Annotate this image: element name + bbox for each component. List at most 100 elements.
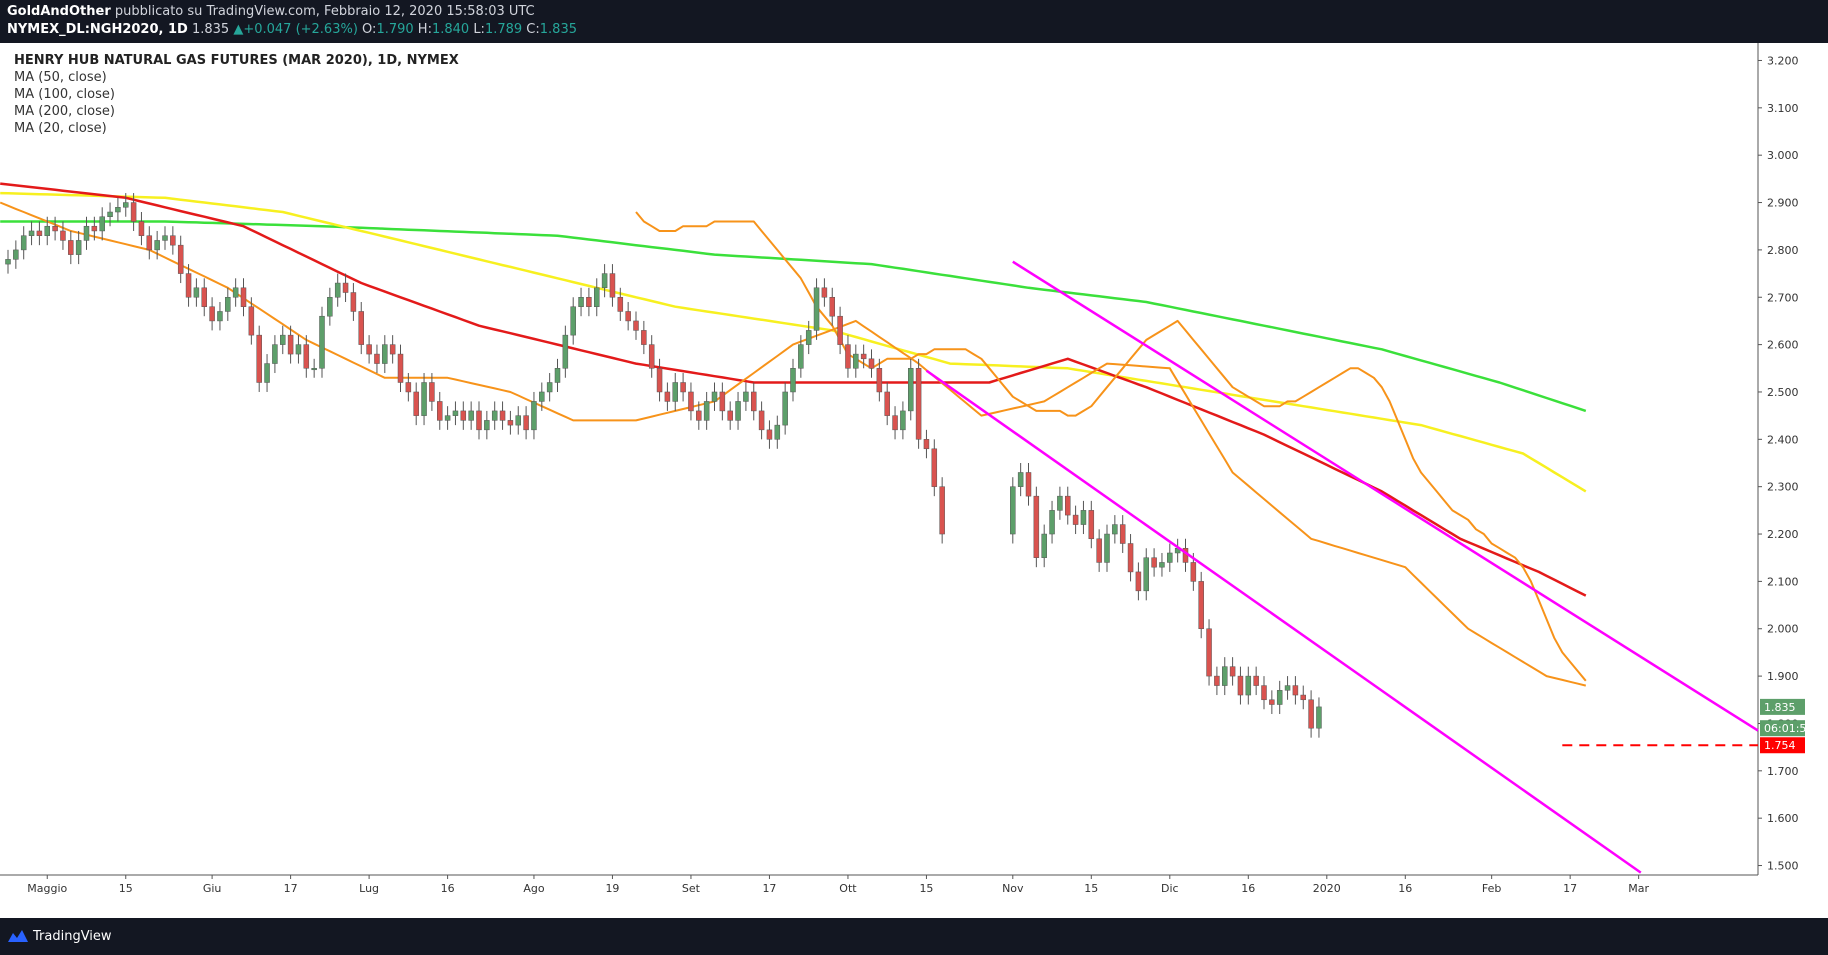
candle-body [334, 282, 341, 298]
candle-body [115, 207, 121, 213]
candle-body [444, 415, 451, 421]
time-tick-label: 16 [1398, 882, 1412, 895]
candle-body [1112, 524, 1118, 535]
candle-body [232, 287, 239, 298]
candle-body [1119, 524, 1126, 544]
candle-body [256, 334, 262, 383]
candle-body [1276, 690, 1283, 705]
high-value: 1.840 [431, 22, 470, 37]
candle-body [531, 401, 537, 431]
legend-item-ma20[interactable]: MA (20, close) [14, 121, 107, 136]
time-tick-label: Set [682, 882, 701, 895]
candle-body [766, 429, 773, 440]
candle-body [452, 410, 459, 416]
candle-body [782, 391, 788, 426]
candle-body [578, 297, 584, 307]
price-tick-label: 2.400 [1767, 433, 1799, 446]
ohlc-line: NYMEX_DL:NGH2020, 1D 1.835 ▲+0.047 (+2.6… [7, 22, 577, 37]
candle-body [1072, 514, 1079, 525]
candle-body [837, 315, 843, 345]
candle-body [735, 401, 741, 421]
price-tick-label: 2.300 [1767, 481, 1799, 494]
candle-body [405, 382, 412, 393]
candle-body [546, 382, 553, 393]
candle-body [13, 249, 19, 260]
candle-body [468, 410, 474, 421]
candle-body [664, 391, 671, 402]
chart-legend: HENRY HUB NATURAL GAS FUTURES (MAR 2020)… [14, 52, 459, 137]
candle-body [170, 235, 176, 246]
candle-body [209, 306, 215, 322]
candle-body [193, 287, 200, 298]
candle-body [162, 235, 168, 241]
candle-body [99, 216, 105, 232]
candle-body [845, 344, 851, 369]
author-name[interactable]: GoldAndOther [7, 4, 111, 19]
candle-body [1269, 699, 1275, 705]
candle-body [287, 334, 294, 355]
candle-body [641, 330, 647, 345]
candle-body [539, 391, 545, 402]
candle-body [460, 410, 467, 421]
candle-body [601, 273, 608, 289]
time-tick-label: 15 [1084, 882, 1098, 895]
candle-body [60, 230, 66, 241]
tradingview-logo-icon[interactable] [7, 928, 29, 944]
price-tick-label: 3.000 [1767, 149, 1799, 162]
time-tick-label: Lug [359, 882, 379, 895]
symbol-label: NYMEX_DL:NGH2020, 1D [7, 22, 188, 37]
candle-body [1025, 472, 1032, 497]
candle-body [743, 391, 749, 402]
price-tick-label: 3.200 [1767, 54, 1799, 67]
candle-body [83, 225, 90, 241]
candle-body [1017, 472, 1024, 487]
close-label: C: [526, 22, 540, 37]
candle-body [790, 368, 796, 393]
candle-body [1253, 675, 1259, 686]
legend-item-ma50[interactable]: MA (50, close) [14, 70, 107, 85]
candle-body [303, 344, 310, 369]
legend-item-ma100[interactable]: MA (100, close) [14, 87, 115, 102]
candle-body [146, 235, 153, 251]
tradingview-brand[interactable]: TradingView [33, 929, 112, 944]
price-tick-label: 1.700 [1767, 765, 1799, 778]
candle-body [280, 334, 286, 345]
candle-body [884, 391, 890, 416]
price-tick-label: 2.700 [1767, 291, 1799, 304]
published-text: pubblicato su TradingView.com, Febbraio … [114, 4, 535, 19]
time-tick-label: 15 [119, 882, 133, 895]
candle-body [28, 230, 35, 236]
candle-body [805, 330, 812, 345]
price-label-last: 1.835 [1764, 701, 1796, 714]
ma20-line-tail [635, 211, 1587, 682]
price-label-low: 1.754 [1764, 739, 1796, 752]
price-chart[interactable]: 3.200 3.100 3.000 2.900 2.800 2.700 2.600 2.500… [0, 43, 1828, 918]
candle-body [185, 273, 192, 298]
candle-body [672, 382, 678, 402]
candle-body [350, 292, 357, 312]
candle-body [413, 391, 419, 416]
price-tick-label: 1.900 [1767, 670, 1799, 683]
candle-body [696, 410, 702, 421]
candle-body [36, 230, 43, 236]
candle-body [1127, 543, 1134, 573]
legend-item-ma200[interactable]: MA (200, close) [14, 104, 115, 119]
trendline-upper [1012, 260, 1759, 732]
candle-body [1143, 557, 1149, 592]
candle-body [939, 486, 945, 535]
candle-body [813, 287, 820, 331]
open-label: O: [362, 22, 377, 37]
price-tick-label: 1.500 [1767, 860, 1799, 873]
candle-body [923, 439, 930, 450]
candle-body [633, 320, 639, 331]
candle-body [437, 401, 443, 421]
time-tick-label: Dic [1161, 882, 1179, 895]
price-tick-label: 2.200 [1767, 528, 1799, 541]
candle-body [1159, 562, 1165, 568]
candle-body [703, 401, 710, 421]
candle-body [617, 297, 624, 312]
price-tick-label: 2.900 [1767, 197, 1799, 210]
candle-body [758, 410, 765, 431]
candle-body [397, 353, 404, 383]
candle-body [515, 415, 521, 426]
